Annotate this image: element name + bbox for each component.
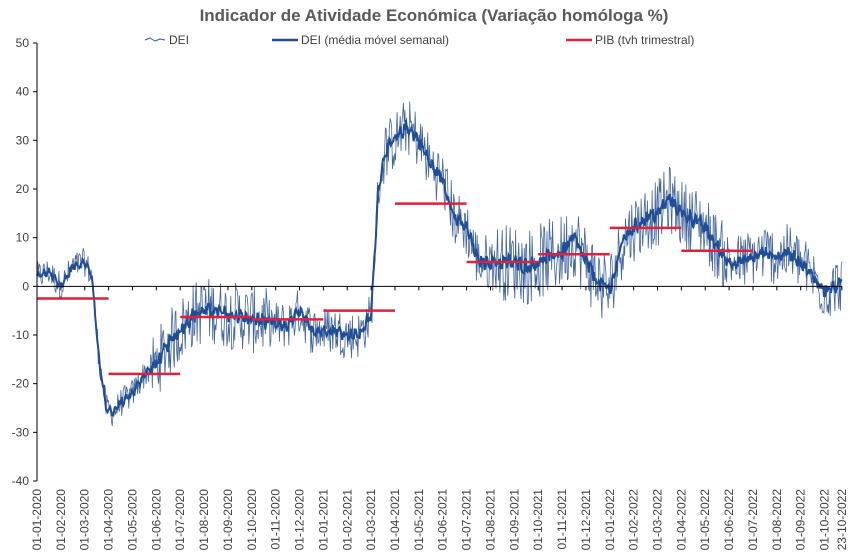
x-tick-label: 01-02-2020 [54, 489, 68, 551]
y-tick-label: 0 [22, 279, 29, 293]
x-tick-label: 01-03-2020 [78, 489, 92, 551]
legend-label: PIB (tvh trimestral) [595, 33, 694, 47]
y-tick-label: 50 [16, 36, 30, 50]
legend: DEI DEI (média móvel semanal) PIB (tvh tri… [144, 33, 694, 47]
x-tick-label: 01-11-2020 [269, 489, 283, 550]
chart-title: Indicador de Atividade Económica (Variaç… [200, 6, 669, 25]
x-tick-label: 01-02-2022 [627, 489, 641, 551]
x-tick-label: 23-10-2022 [835, 489, 849, 551]
x-tick-label: 01-07-2021 [460, 489, 474, 551]
x-tick-label: 01-09-2020 [221, 489, 235, 551]
y-axis: 50 40 30 20 10 0 -10 -20 -30 -40 [12, 36, 37, 488]
x-axis: 01-01-2020 01-02-2020 01-03-2020 01-04-2020… [30, 286, 849, 550]
x-tick-label: 01-02-2021 [340, 489, 354, 551]
legend-swatch [144, 37, 166, 42]
x-tick-label: 01-08-2021 [483, 489, 497, 551]
x-tick-label: 01-03-2021 [364, 489, 378, 551]
y-tick-label: 10 [16, 231, 30, 245]
x-tick-label: 01-07-2020 [173, 489, 187, 551]
x-tick-label: 01-05-2022 [698, 489, 712, 551]
y-tick-label: -20 [12, 377, 30, 391]
dei-ma-series [36, 119, 843, 417]
y-tick-label: -10 [12, 328, 30, 342]
dei-series [36, 101, 843, 426]
legend-label: DEI (média móvel semanal) [301, 33, 449, 47]
legend-label: DEI [169, 33, 189, 47]
x-tick-label: 01-04-2020 [102, 489, 116, 551]
x-tick-label: 01-11-2021 [555, 489, 569, 550]
x-tick-label: 01-04-2022 [674, 489, 688, 551]
x-tick-label: 01-01-2022 [603, 489, 617, 551]
axes [36, 43, 842, 481]
dei-ma-line [36, 119, 843, 417]
dei-daily-line [36, 101, 843, 426]
x-tick-label: 01-04-2021 [388, 489, 402, 551]
x-tick-label: 01-05-2021 [412, 489, 426, 551]
x-tick-label: 01-08-2022 [770, 489, 784, 551]
x-tick-label: 01-12-2020 [293, 489, 307, 551]
x-tick-label: 01-10-2022 [818, 489, 832, 551]
x-tick-label: 01-03-2022 [651, 489, 665, 551]
pib-series [37, 202, 753, 376]
x-tick-label: 01-08-2020 [197, 489, 211, 551]
x-tick-label: 01-06-2022 [722, 489, 736, 551]
x-tick-label: 01-07-2022 [746, 489, 760, 551]
x-tick-label: 01-05-2020 [125, 489, 139, 551]
y-tick-label: -40 [12, 474, 30, 488]
x-tick-label: 01-10-2020 [245, 489, 259, 551]
y-tick-label: 30 [16, 133, 30, 147]
x-tick-label: 01-01-2020 [30, 489, 44, 551]
x-tick-label: 01-09-2021 [507, 489, 521, 551]
x-tick-label: 01-12-2021 [579, 489, 593, 551]
x-tick-label: 01-01-2021 [316, 489, 330, 551]
y-tick-label: -30 [12, 425, 30, 439]
x-tick-label: 01-10-2021 [531, 489, 545, 551]
y-tick-label: 20 [16, 182, 30, 196]
x-tick-label: 01-09-2022 [794, 489, 808, 551]
x-tick-label: 01-06-2021 [436, 489, 450, 551]
x-tick-label: 01-06-2020 [149, 489, 163, 551]
y-tick-label: 40 [16, 85, 30, 99]
